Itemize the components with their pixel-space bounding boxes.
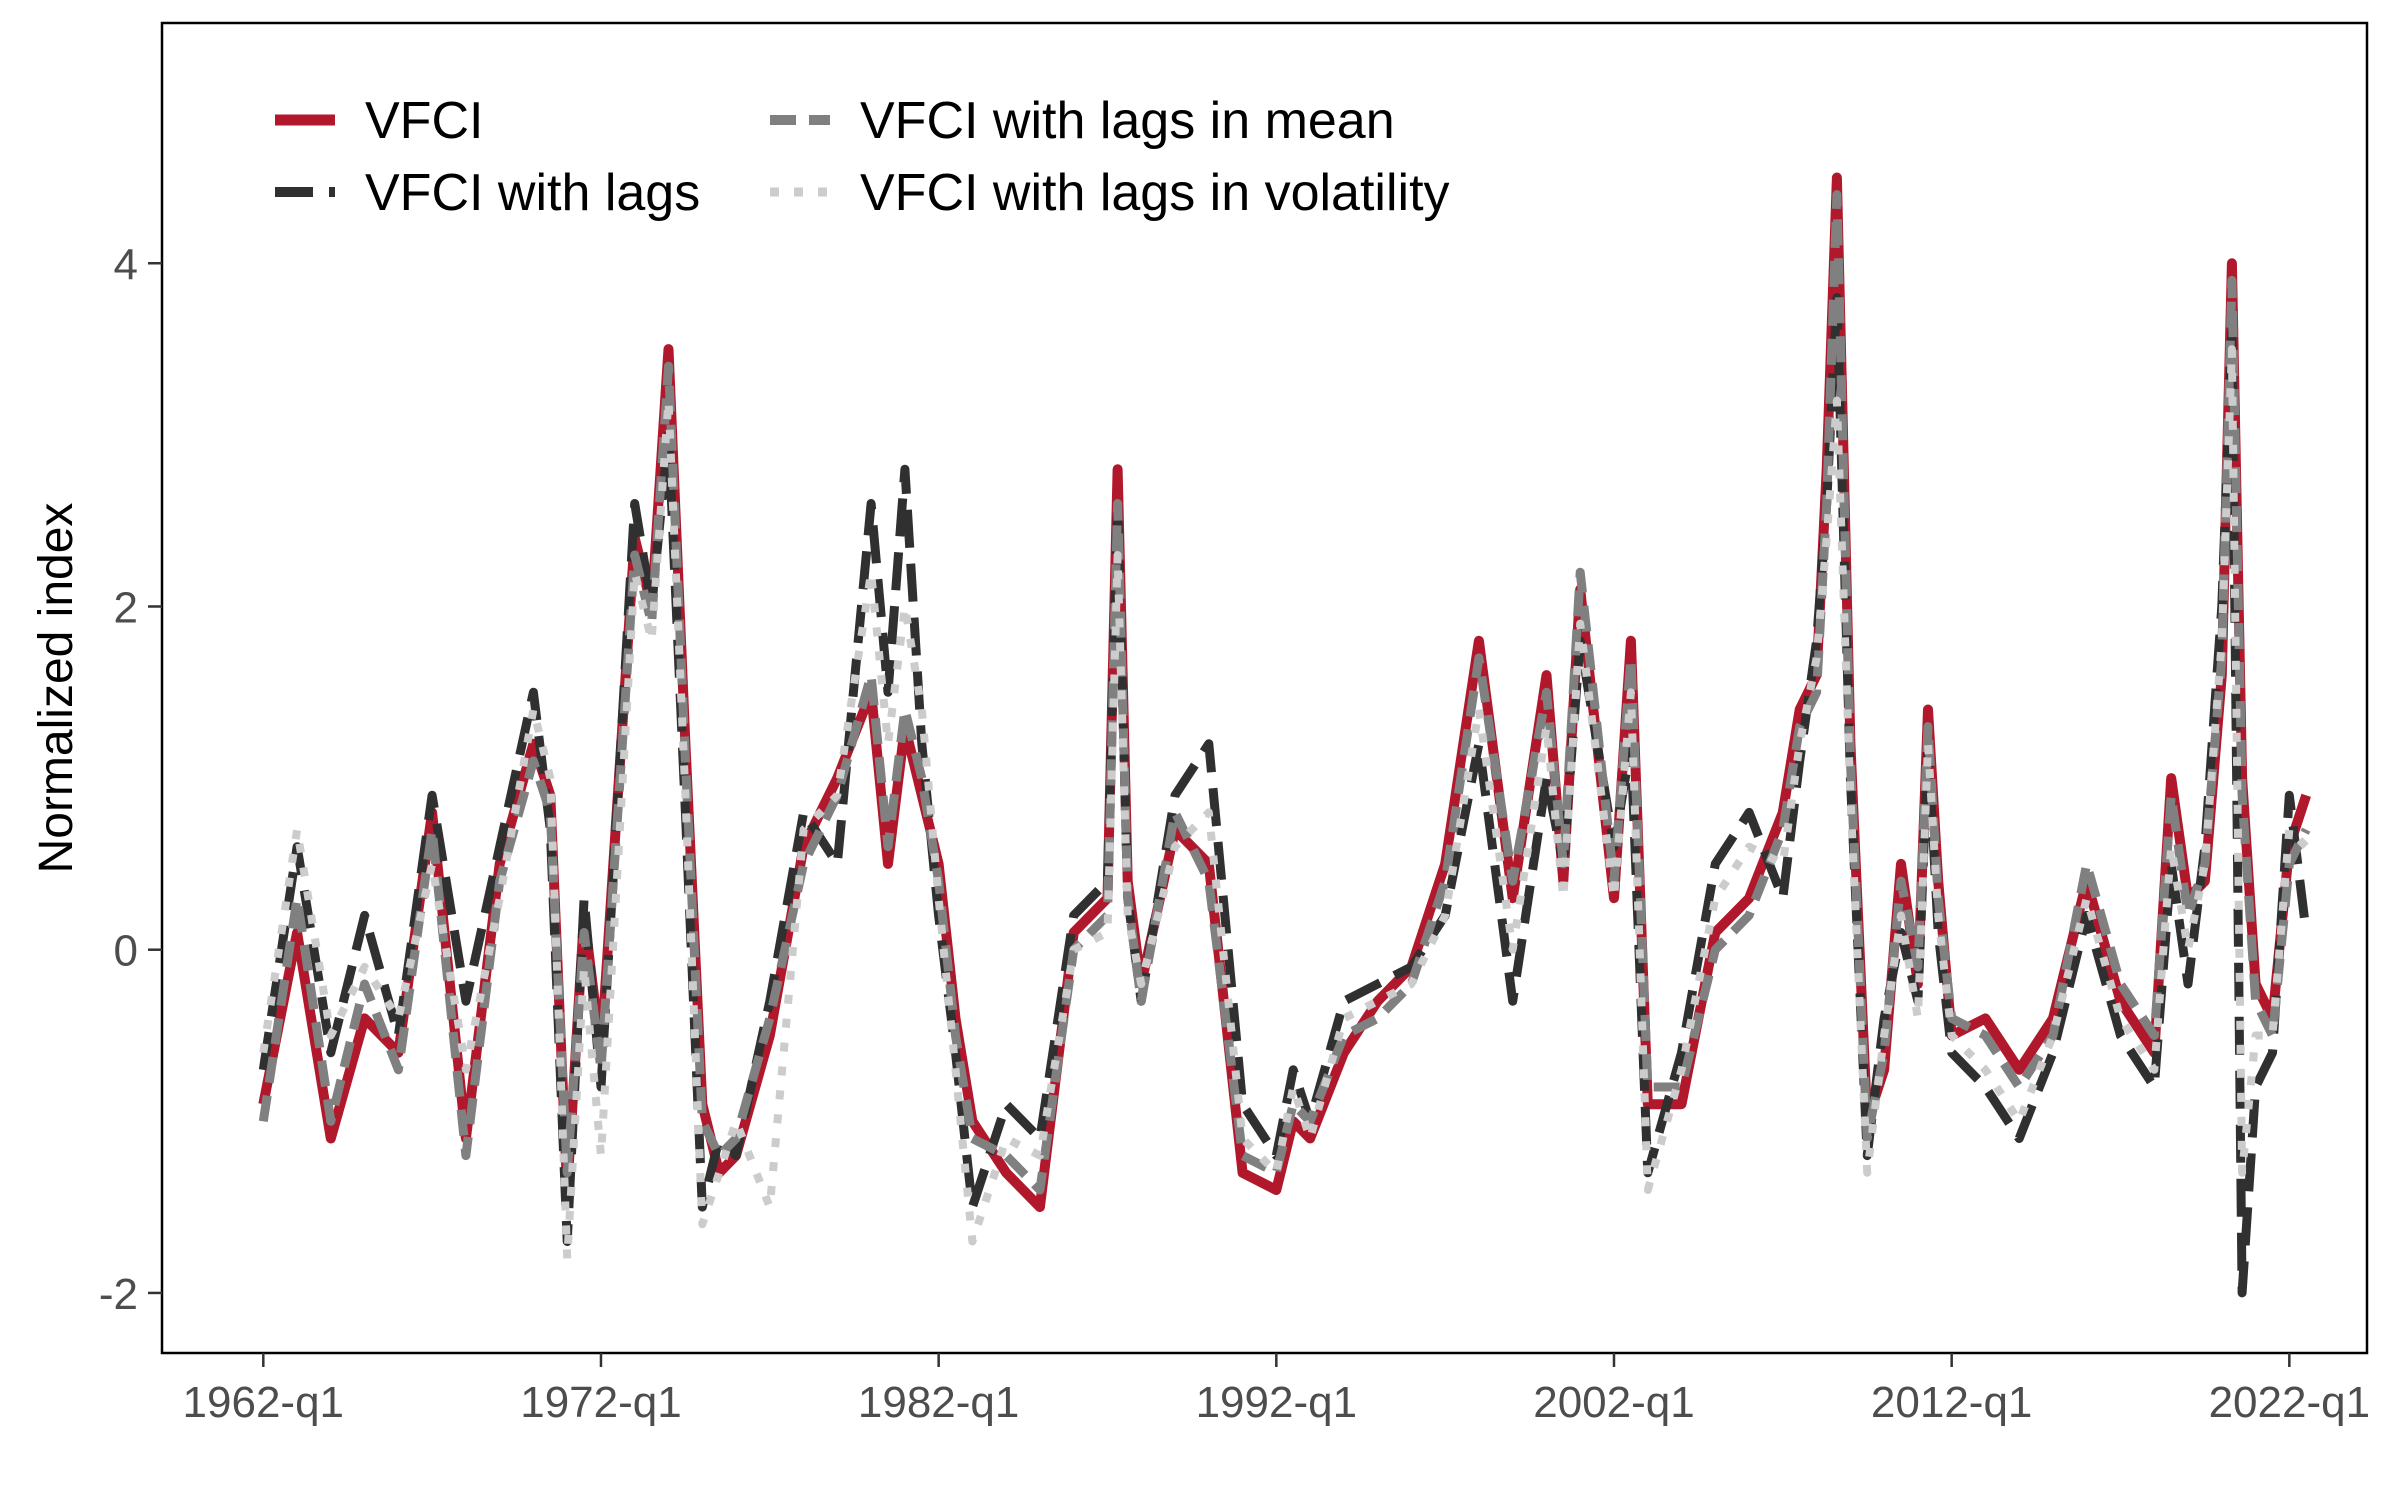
- x-tick-label: 2022-q1: [2209, 1378, 2370, 1427]
- series-line-2: [258, 293, 2311, 1298]
- x-tick-label: 1982-q1: [858, 1378, 1019, 1427]
- y-tick-label: 4: [114, 240, 138, 289]
- series-line-4: [259, 345, 2310, 1263]
- y-axis-title: Normalized index: [30, 503, 83, 874]
- axis-layer: 1962-q1 1972-q1 1982-q1 1992-q1 2002-q1 2012-…: [99, 240, 2370, 1427]
- series-line-1: [258, 172, 2311, 1213]
- plot-border: [160, 21, 2369, 1355]
- series-layer: [258, 172, 2311, 1298]
- y-tick-label: -2: [99, 1270, 138, 1319]
- legend-label-1: VFCI: [365, 92, 483, 150]
- x-tick-label: 2012-q1: [1871, 1378, 2032, 1427]
- legend-label-4: VFCI with lags in volatility: [860, 164, 1450, 222]
- y-tick-label: 0: [114, 927, 138, 976]
- x-tick-label: 1972-q1: [520, 1378, 681, 1427]
- x-tick-label: 1992-q1: [1196, 1378, 1357, 1427]
- y-tick-label: 2: [114, 583, 138, 632]
- x-tick-label: 2002-q1: [1533, 1378, 1694, 1427]
- x-tick-label: 1962-q1: [183, 1378, 344, 1427]
- legend-label-3: VFCI with lags in mean: [860, 92, 1395, 150]
- legend-label-2: VFCI with lags: [365, 164, 700, 222]
- legend: VFCI VFCI with lags VFCI with lags in mean…: [275, 92, 1450, 222]
